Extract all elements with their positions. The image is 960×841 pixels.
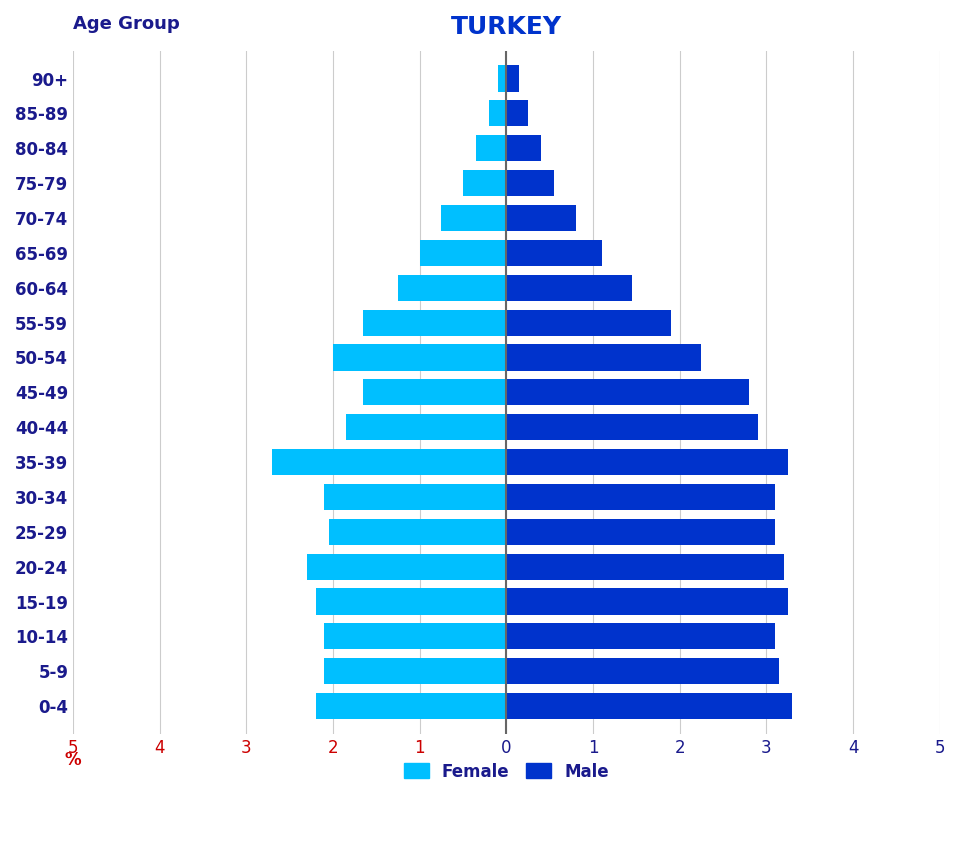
Bar (347, 414, 507, 441)
Bar (398, 275, 507, 301)
Bar (507, 205, 576, 231)
Bar (507, 414, 757, 441)
Bar (507, 240, 602, 266)
Bar (507, 659, 780, 685)
Bar (324, 623, 507, 649)
Bar (324, 659, 507, 685)
Bar (498, 66, 507, 92)
Bar (507, 66, 519, 92)
Bar (507, 519, 775, 545)
Bar (507, 135, 541, 161)
Bar (507, 484, 775, 510)
Bar (489, 100, 507, 126)
Bar (507, 345, 702, 371)
Bar (507, 275, 632, 301)
Bar (333, 345, 507, 371)
Text: %: % (64, 752, 82, 770)
Text: Age Group: Age Group (73, 15, 180, 34)
Bar (507, 693, 792, 719)
Bar (476, 135, 507, 161)
Bar (507, 449, 788, 475)
Bar (364, 379, 507, 405)
Bar (328, 519, 507, 545)
Bar (316, 693, 507, 719)
Bar (507, 100, 528, 126)
Bar (507, 170, 554, 196)
Bar (442, 205, 507, 231)
Bar (420, 240, 507, 266)
Bar (324, 484, 507, 510)
Bar (463, 170, 507, 196)
Bar (507, 309, 671, 336)
Bar (364, 309, 507, 336)
Legend: Female, Male: Female, Male (397, 756, 616, 787)
Title: TURKEY: TURKEY (451, 15, 562, 39)
Bar (316, 589, 507, 615)
Bar (507, 589, 788, 615)
Bar (273, 449, 507, 475)
Bar (507, 553, 783, 579)
Bar (507, 379, 749, 405)
Bar (507, 623, 775, 649)
Bar (307, 553, 507, 579)
